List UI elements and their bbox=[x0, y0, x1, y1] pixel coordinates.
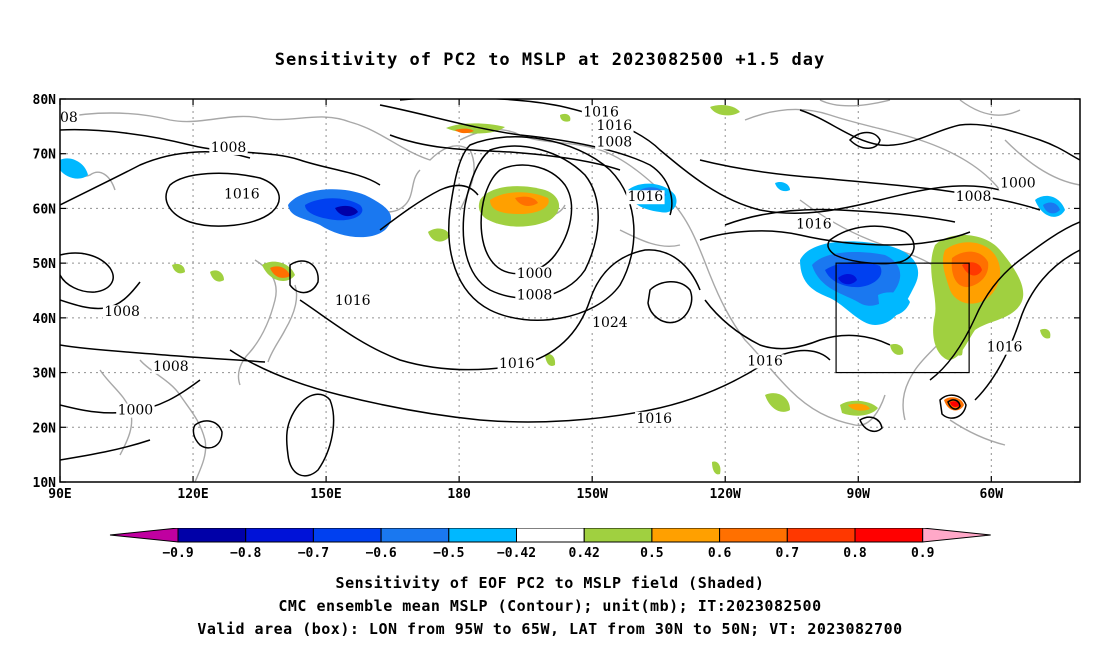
lon-tick-label: 120W bbox=[710, 487, 741, 502]
contour-label: 1008 bbox=[153, 359, 189, 375]
colorbar-label: 0.9 bbox=[911, 546, 934, 561]
colorbar-box bbox=[854, 528, 924, 543]
colorbar-label: −0.6 bbox=[365, 546, 396, 561]
contour-label-bg bbox=[497, 357, 536, 372]
footer-line-1: Sensitivity of EOF PC2 to MSLP field (Sh… bbox=[335, 574, 765, 592]
contour-label-bg bbox=[998, 176, 1038, 191]
contour-label-bg bbox=[794, 217, 834, 232]
mslp-contours bbox=[60, 99, 1080, 477]
contour-label-bg bbox=[590, 316, 630, 331]
contour-label: 1016 bbox=[499, 356, 535, 372]
contour-label-bg bbox=[209, 140, 248, 155]
lat-tick-label: 30N bbox=[33, 367, 57, 382]
lon-tick-label: 150E bbox=[310, 487, 341, 502]
footer-line-3: Valid area (box): LON from 95W to 65W, L… bbox=[197, 620, 903, 638]
contour-label-bg bbox=[635, 411, 674, 426]
colorbar-under-triangle bbox=[109, 528, 179, 543]
contour-label-bg bbox=[60, 110, 80, 125]
contour-label-bg bbox=[745, 354, 785, 369]
lon-tick-label: 90E bbox=[48, 487, 71, 502]
lat-tick-label: 50N bbox=[33, 257, 57, 272]
colorbar-over-triangle bbox=[922, 528, 991, 543]
contour-label: 1016 bbox=[628, 189, 664, 205]
contour-label: 008 bbox=[51, 110, 78, 126]
contour-label: 1016 bbox=[796, 217, 832, 233]
contour-label: 1000 bbox=[118, 403, 154, 419]
contour-label-bg bbox=[333, 294, 372, 309]
contour-label: 1008 bbox=[956, 189, 992, 205]
contour-label-bg bbox=[102, 305, 142, 320]
contour-label-bg bbox=[626, 190, 665, 205]
colorbar-box bbox=[448, 528, 517, 543]
contour-label: 1008 bbox=[211, 140, 247, 156]
colorbar-label: 0.8 bbox=[843, 546, 867, 561]
contour-label: 1016 bbox=[583, 104, 619, 120]
colorbar-label: −0.5 bbox=[433, 546, 464, 561]
map-title: Sensitivity of PC2 to MSLP at 2023082500… bbox=[274, 50, 826, 70]
lon-tick-label: 180 bbox=[447, 487, 471, 502]
colorbar-box bbox=[380, 528, 450, 543]
lon-tick-label: 60W bbox=[980, 487, 1004, 502]
lon-tick-label: 90W bbox=[847, 487, 871, 502]
contour-label: 1008 bbox=[597, 135, 633, 151]
contour-label-bg bbox=[595, 135, 634, 150]
contour-label: 1016 bbox=[224, 186, 260, 202]
contour-label-bg bbox=[116, 403, 155, 418]
valid-area-box bbox=[835, 262, 970, 374]
lat-tick-label: 80N bbox=[33, 93, 57, 108]
contour-label: 1008 bbox=[517, 288, 553, 304]
colorbar-label: −0.8 bbox=[230, 546, 261, 561]
colorbar-box bbox=[177, 528, 247, 543]
contour-label-bg bbox=[515, 288, 554, 303]
colorbar-box bbox=[312, 528, 382, 543]
colorbar-box bbox=[583, 528, 653, 543]
colorbar-box bbox=[786, 528, 856, 543]
lat-tick-label: 20N bbox=[33, 421, 57, 436]
lat-tick-label: 70N bbox=[33, 148, 57, 163]
colorbar: −0.9 −0.8 −0.7 −0.6 −0.5 −0.42 0.42 0.5 0.6 0.7 0.… bbox=[109, 528, 991, 561]
colorbar-label: 0.42 bbox=[569, 546, 600, 561]
contour-label-bg bbox=[595, 119, 634, 134]
contour-label-bg bbox=[151, 359, 191, 374]
contour-label: 1016 bbox=[335, 293, 371, 309]
contour-label-bg bbox=[222, 187, 262, 202]
lon-tick-label: 120E bbox=[177, 487, 208, 502]
colorbar-label: −0.42 bbox=[497, 546, 536, 561]
colorbar-label: 0.7 bbox=[776, 546, 799, 561]
colorbar-label: −0.9 bbox=[162, 546, 193, 561]
colorbar-label: 0.6 bbox=[708, 546, 732, 561]
plot-area bbox=[60, 99, 1080, 482]
contour-label-bg bbox=[954, 190, 993, 205]
lon-tick-label: 150W bbox=[577, 487, 608, 502]
contour-label: 1016 bbox=[636, 411, 672, 427]
contour-label: 1016 bbox=[987, 340, 1023, 356]
contour-label-bg bbox=[581, 105, 621, 120]
contour-label-bg bbox=[515, 266, 554, 281]
colorbar-label: 0.5 bbox=[640, 546, 663, 561]
footer-line-2: CMC ensemble mean MSLP (Contour); unit(m… bbox=[278, 597, 822, 615]
lat-tick-label: 10N bbox=[33, 476, 57, 491]
contour-label: 1024 bbox=[592, 315, 628, 331]
contour-label: 1016 bbox=[747, 353, 783, 369]
contour-label-bg bbox=[985, 340, 1024, 355]
lat-tick-label: 60N bbox=[33, 202, 57, 217]
contour-label: 1008 bbox=[104, 304, 140, 320]
contour-label: 1000 bbox=[1000, 176, 1036, 192]
plot-frame bbox=[59, 98, 1081, 483]
lat-tick-label: 40N bbox=[33, 312, 57, 327]
colorbar-label: −0.7 bbox=[298, 546, 329, 561]
colorbar-box bbox=[651, 528, 721, 543]
colorbar-box bbox=[245, 528, 314, 543]
contour-label: 1016 bbox=[597, 118, 633, 134]
axis-ticks: 90E 120E 150E 180 150W 120W 90W 60W 10N 20N 30N 40N… bbox=[33, 93, 1080, 502]
colorbar-box bbox=[719, 528, 788, 543]
colorbar-box bbox=[516, 528, 585, 543]
contour-label: 1000 bbox=[517, 266, 553, 282]
